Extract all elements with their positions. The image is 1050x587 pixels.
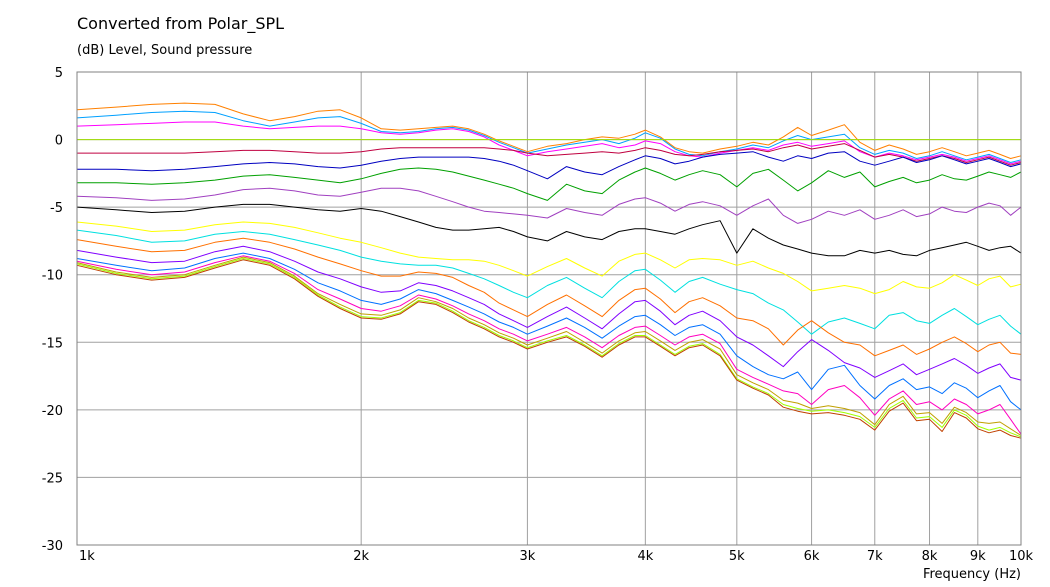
plot-background xyxy=(77,72,1021,545)
series-line-13 xyxy=(76,245,1022,381)
x-tick-labels: 1k 2k 3k 4k 5k 6k 7k 8k 9k 10k xyxy=(79,549,1034,564)
x-tick-label: 1k xyxy=(79,549,95,564)
series-line-9 xyxy=(76,203,1022,257)
x-tick-label: 8k xyxy=(922,549,938,564)
y-tick-label: -20 xyxy=(42,404,63,419)
series-line-8 xyxy=(76,187,1022,224)
y-tick-label: 0 xyxy=(55,134,63,149)
y-tick-label: -30 xyxy=(42,539,63,554)
series-line-5 xyxy=(77,143,1022,166)
series-line-15 xyxy=(76,255,1022,435)
x-axis-label: Frequency (Hz) xyxy=(923,567,1021,582)
x-tick-label: 2k xyxy=(353,549,369,564)
series-line-10 xyxy=(76,221,1022,295)
x-tick-label: 4k xyxy=(637,549,653,564)
series-line-6 xyxy=(77,151,1022,180)
series-line-11 xyxy=(76,229,1022,335)
series-line-2 xyxy=(76,110,1022,163)
x-tick-label: 10k xyxy=(1009,549,1034,564)
x-tick-label: 3k xyxy=(519,549,535,564)
series-line-18 xyxy=(76,259,1022,439)
y-tick-label: 5 xyxy=(55,66,63,81)
series-line-7 xyxy=(77,167,1022,201)
x-tick-label: 6k xyxy=(804,549,820,564)
y-tick-label: -25 xyxy=(42,471,63,486)
x-tick-label: 5k xyxy=(729,549,745,564)
chart-title: Converted from Polar_SPL xyxy=(77,14,285,33)
y-tick-label: -10 xyxy=(42,269,63,284)
x-tick-label: 7k xyxy=(867,549,883,564)
x-tick-label: 9k xyxy=(970,549,986,564)
series-line-16 xyxy=(76,256,1022,436)
series-line-12 xyxy=(76,237,1022,357)
series-line-3 xyxy=(76,121,1022,165)
series-lines xyxy=(76,102,1022,439)
series-line-14 xyxy=(76,252,1022,411)
y-axis-label: (dB) Level, Sound pressure xyxy=(77,43,253,58)
y-tick-labels: 5 0 -5 -10 -15 -20 -25 -30 xyxy=(42,66,63,554)
y-tick-label: -5 xyxy=(50,201,63,216)
series-line-1 xyxy=(76,102,1022,159)
y-tick-label: -15 xyxy=(42,336,63,351)
series-line-17 xyxy=(76,258,1022,438)
plot-frame xyxy=(76,71,1022,546)
